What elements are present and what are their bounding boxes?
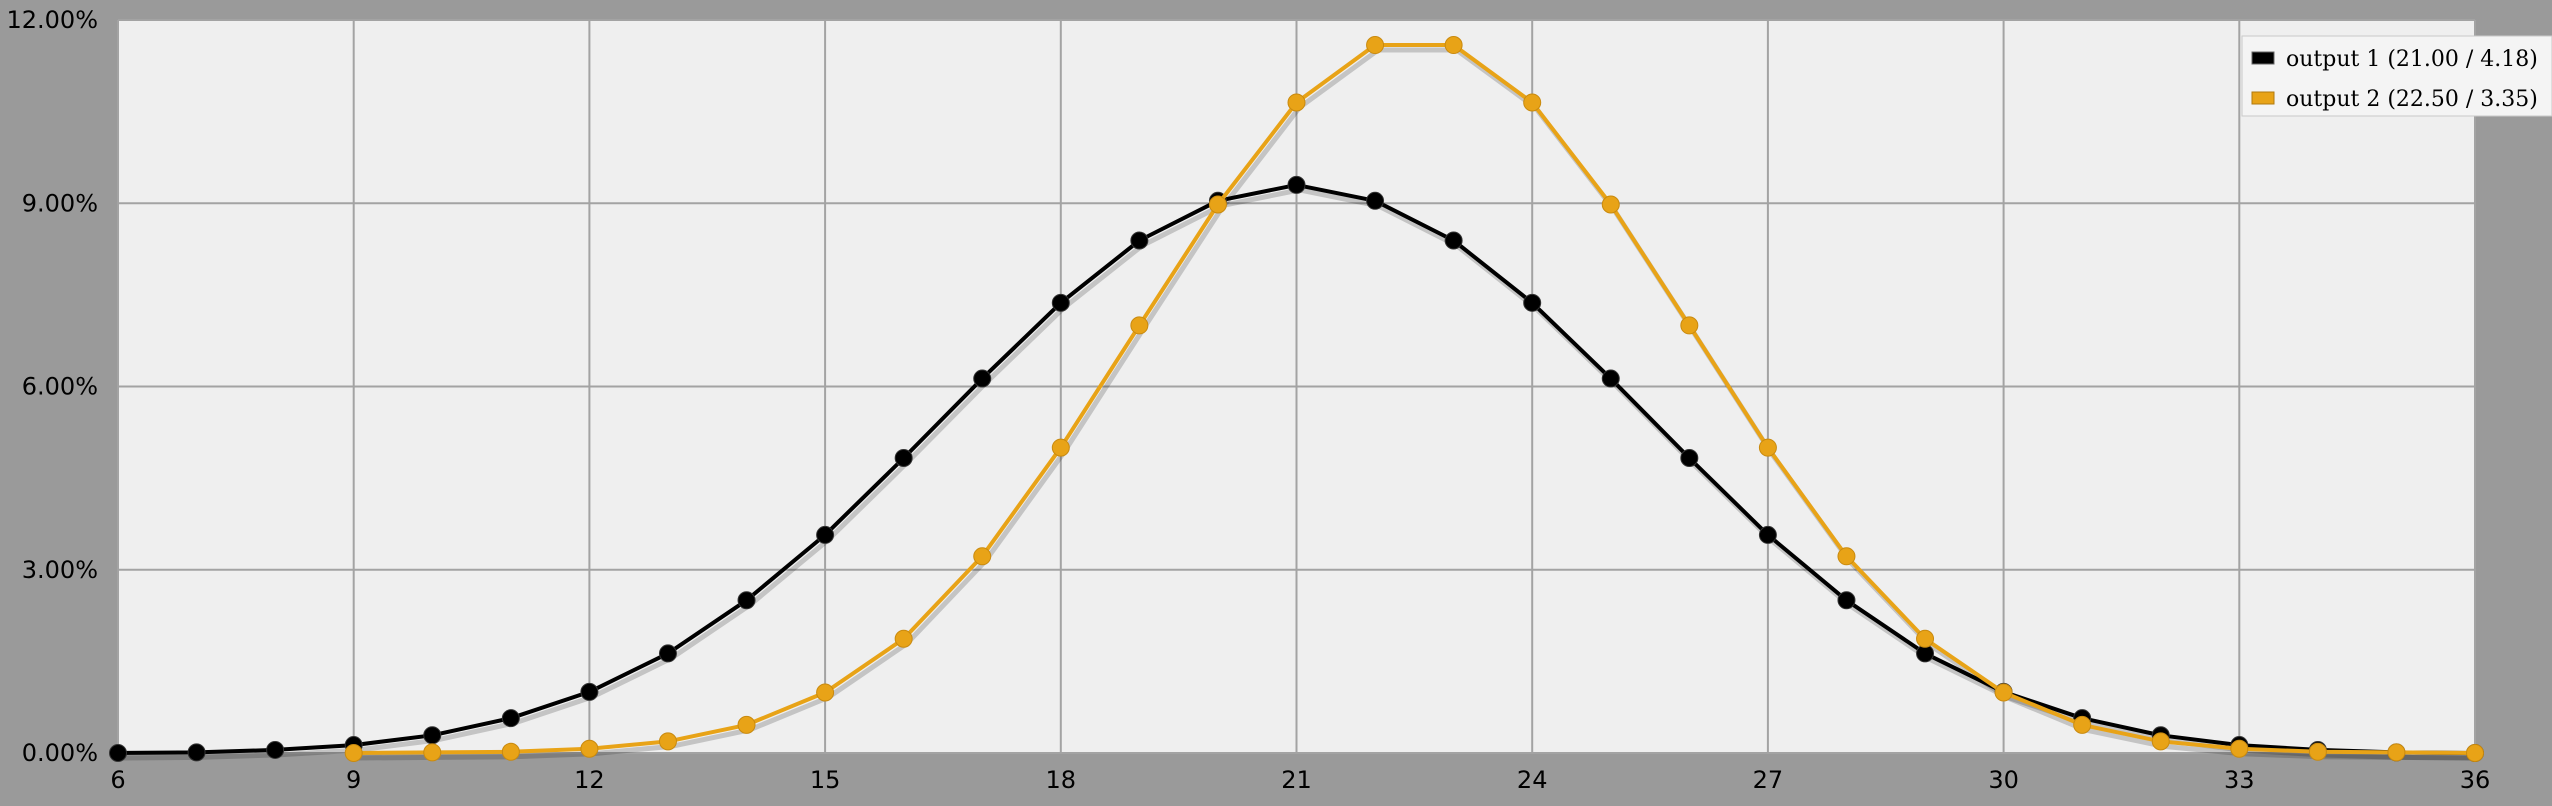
x-tick-label: 27 bbox=[1753, 766, 1784, 794]
data-point bbox=[1601, 369, 1620, 388]
data-point bbox=[1837, 547, 1856, 566]
data-point bbox=[1680, 316, 1699, 335]
data-point bbox=[973, 369, 992, 388]
data-point bbox=[2308, 742, 2327, 761]
y-tick-label: 9.00% bbox=[22, 189, 98, 217]
x-tick-label: 36 bbox=[2460, 766, 2491, 794]
data-point bbox=[1758, 438, 1777, 457]
data-point bbox=[1287, 93, 1306, 112]
y-tick-label: 12.00% bbox=[6, 6, 98, 34]
data-point bbox=[1130, 231, 1149, 250]
x-tick-label: 18 bbox=[1046, 766, 1077, 794]
series-shadow-2 bbox=[356, 47, 2479, 761]
data-point bbox=[1994, 683, 2013, 702]
data-point bbox=[501, 742, 520, 761]
data-point bbox=[737, 591, 756, 610]
data-point bbox=[2466, 744, 2484, 762]
x-tick-label: 24 bbox=[1517, 766, 1548, 794]
data-point bbox=[1680, 448, 1699, 467]
x-tick-label: 6 bbox=[110, 766, 125, 794]
x-tick-label: 30 bbox=[1988, 766, 2019, 794]
data-point bbox=[109, 744, 127, 762]
data-point bbox=[894, 629, 913, 648]
x-tick-label: 21 bbox=[1281, 766, 1312, 794]
legend[interactable]: output 1 (21.00 / 4.18) output 2 (22.50 … bbox=[2241, 35, 2552, 117]
data-point bbox=[658, 732, 677, 751]
data-point bbox=[1837, 591, 1856, 610]
data-point bbox=[501, 709, 520, 728]
legend-label-output-1: output 1 (21.00 / 4.18) bbox=[2286, 47, 2538, 72]
data-point bbox=[1444, 36, 1463, 55]
data-point bbox=[423, 726, 442, 745]
data-point bbox=[2151, 732, 2170, 751]
data-point bbox=[344, 744, 363, 762]
data-point bbox=[1287, 175, 1306, 194]
x-tick-label: 15 bbox=[810, 766, 841, 794]
data-point bbox=[1916, 629, 1935, 648]
data-point bbox=[658, 644, 677, 663]
y-tick-label: 0.00% bbox=[22, 739, 98, 767]
data-point bbox=[1130, 316, 1149, 335]
x-tick-label: 33 bbox=[2224, 766, 2255, 794]
data-point bbox=[580, 739, 599, 758]
data-point bbox=[894, 448, 913, 467]
data-point bbox=[1051, 293, 1070, 312]
data-point bbox=[1051, 438, 1070, 457]
data-point bbox=[737, 715, 756, 734]
legend-box bbox=[2241, 35, 2552, 117]
data-point bbox=[816, 683, 835, 702]
data-point bbox=[1366, 36, 1385, 55]
legend-swatch-output-1 bbox=[2251, 51, 2275, 65]
x-tick-label: 12 bbox=[574, 766, 605, 794]
legend-label-output-2: output 2 (22.50 / 3.35) bbox=[2286, 87, 2538, 112]
data-point bbox=[1523, 93, 1542, 112]
y-tick-label: 6.00% bbox=[22, 373, 98, 401]
data-point bbox=[1523, 293, 1542, 312]
grid-lines bbox=[117, 19, 2476, 754]
data-point bbox=[580, 682, 599, 701]
data-point bbox=[2387, 743, 2406, 762]
data-point bbox=[1366, 191, 1385, 210]
series-line-2 bbox=[353, 43, 2476, 755]
data-point bbox=[266, 740, 285, 759]
data-point bbox=[973, 547, 992, 566]
data-point bbox=[816, 525, 835, 544]
legend-swatch-output-2 bbox=[2251, 91, 2275, 105]
y-tick-label: 3.00% bbox=[22, 556, 98, 584]
data-point bbox=[187, 743, 206, 762]
x-tick-label: 9 bbox=[346, 766, 361, 794]
y-axis-ticks: 0.00% 3.00% 6.00% 9.00% 12.00% bbox=[6, 6, 98, 767]
data-point bbox=[1208, 195, 1227, 214]
x-axis-ticks: 6 9 12 15 18 21 24 27 30 33 36 bbox=[110, 766, 2490, 794]
data-point bbox=[1601, 195, 1620, 214]
data-point bbox=[1444, 231, 1463, 250]
data-point bbox=[2230, 739, 2249, 758]
data-point bbox=[423, 743, 442, 762]
series-layer bbox=[109, 36, 2484, 762]
data-point bbox=[1758, 525, 1777, 544]
data-point bbox=[2073, 715, 2092, 734]
